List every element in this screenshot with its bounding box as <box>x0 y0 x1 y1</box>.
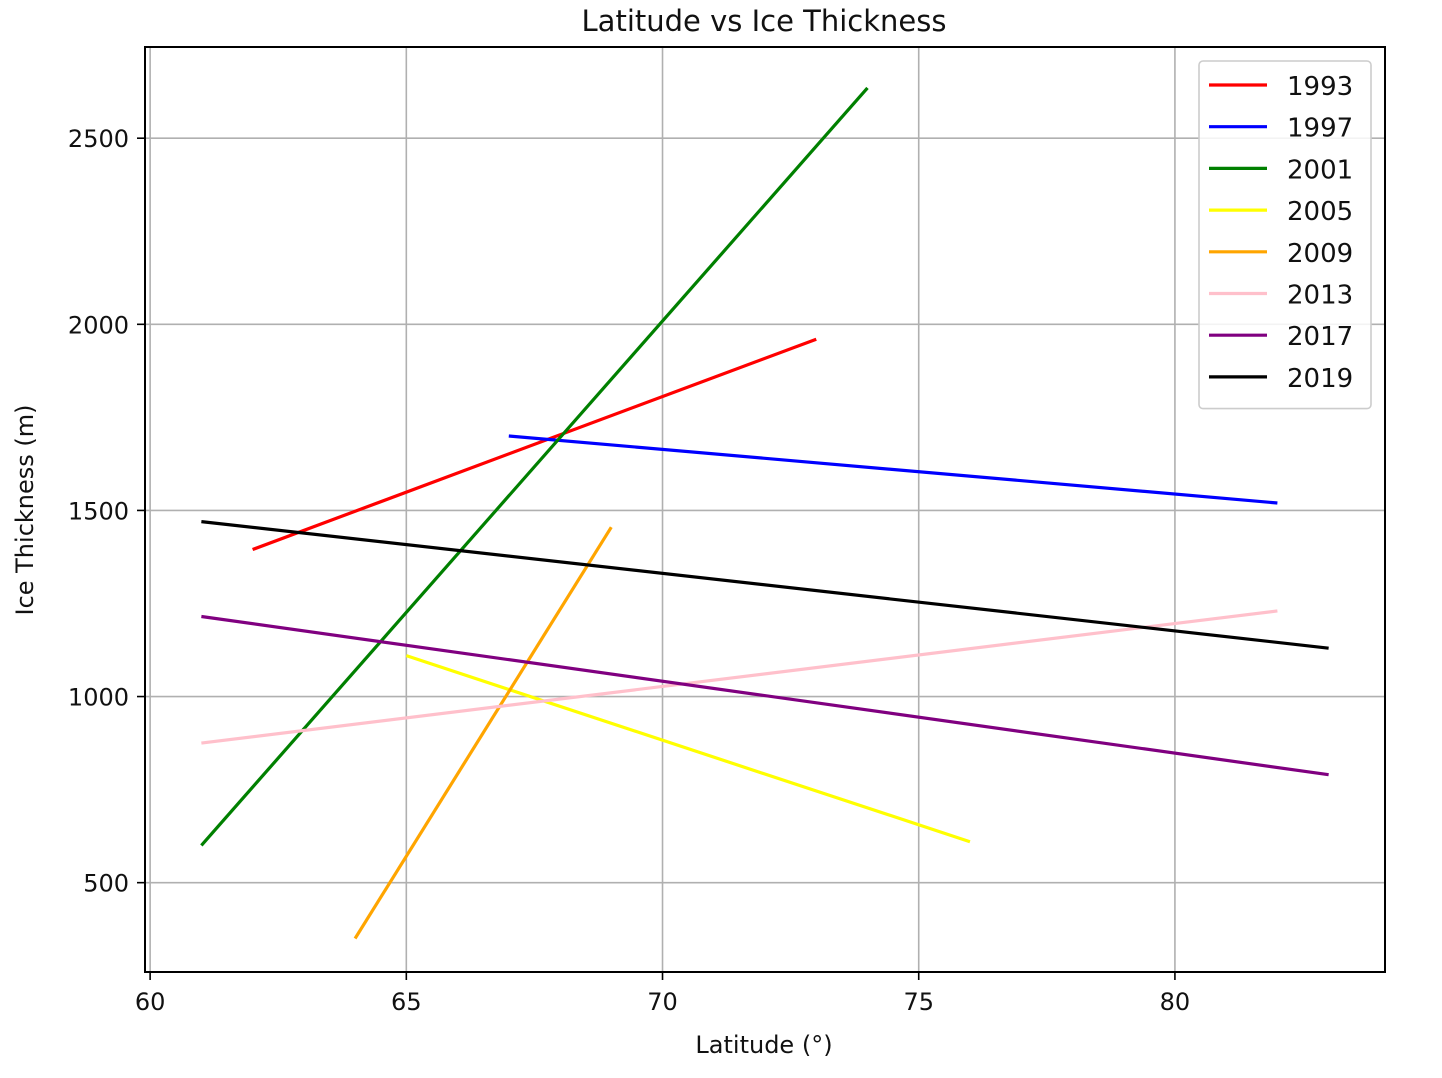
series-line-2005 <box>405 654 971 844</box>
y-axis-label: Ice Thickness (m) <box>11 404 39 615</box>
legend-label-2017: 2017 <box>1287 322 1353 352</box>
grid <box>145 47 1385 972</box>
series-line-2017 <box>201 614 1329 777</box>
axis-ticks: 60 65 70 75 80 500 1000 1500 2000 2500 <box>68 125 1190 1016</box>
series-line-1993 <box>252 337 817 552</box>
legend-box <box>1198 60 1372 410</box>
x-tick-label: 75 <box>903 988 934 1016</box>
y-tick-label: 1500 <box>68 497 129 525</box>
y-tick-label: 2500 <box>68 125 129 153</box>
x-tick-label: 60 <box>135 988 166 1016</box>
x-tick-label: 65 <box>391 988 422 1016</box>
series-line-2009 <box>353 526 613 940</box>
legend-label-2019: 2019 <box>1287 364 1353 394</box>
legend-label-2005: 2005 <box>1287 197 1353 227</box>
x-tick-label: 80 <box>1160 988 1191 1016</box>
series-line-1997 <box>508 434 1278 505</box>
chart-title: Latitude vs Ice Thickness <box>582 4 947 38</box>
legend-label-1997: 1997 <box>1287 114 1353 144</box>
plot-area-frame <box>144 46 1386 973</box>
legend-label-2001: 2001 <box>1287 155 1353 185</box>
x-axis-label: Latitude (°) <box>695 1031 832 1059</box>
series-line-2013 <box>201 609 1278 745</box>
series-lines <box>200 86 1329 940</box>
legend-label-1993: 1993 <box>1287 72 1353 102</box>
legend-label-2013: 2013 <box>1287 281 1353 311</box>
series-line-2019 <box>201 520 1329 650</box>
y-tick-label: 2000 <box>68 311 129 339</box>
y-tick-label: 1000 <box>68 684 129 712</box>
legend-label-2009: 2009 <box>1287 239 1353 269</box>
legend: 1993 1997 2001 2005 2009 2013 2017 2019 <box>1198 60 1372 410</box>
series-line-2001 <box>200 86 869 847</box>
x-tick-label: 70 <box>647 988 678 1016</box>
y-tick-label: 500 <box>83 870 129 898</box>
